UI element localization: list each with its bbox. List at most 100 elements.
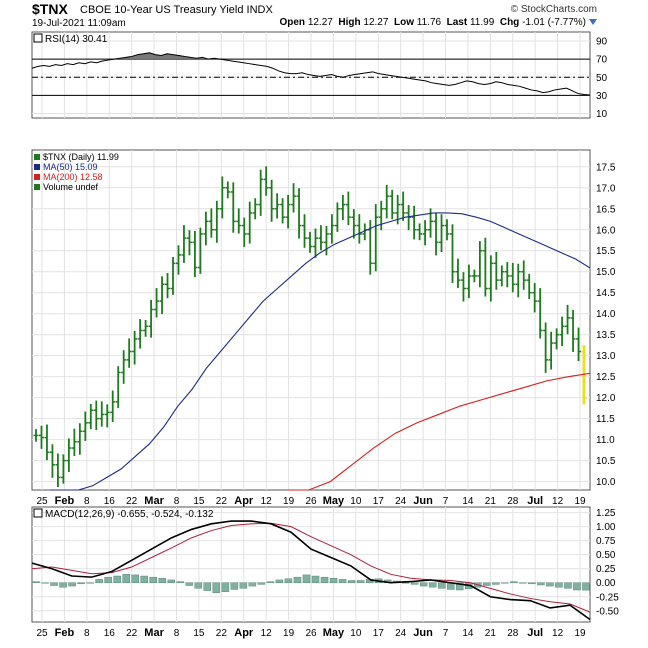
macd-x-label: Feb [55,627,75,639]
macd-histogram-bar [582,582,590,591]
macd-histogram-bar [50,582,58,586]
macd-histogram-bar [555,582,563,588]
macd-x-label: 16 [104,628,116,639]
price-x-label: 24 [395,496,407,507]
macd-histogram-bar [194,582,203,589]
low-label: Low [394,17,414,28]
price-x-label: Mar [144,495,164,507]
price-tick-label: 16.0 [596,225,616,236]
macd-x-label: 28 [507,628,519,639]
price-x-label: 21 [485,496,497,507]
macd-tick-label: 0.25 [596,564,616,575]
macd-histogram-bar [122,574,130,583]
macd-x-label: Jun [413,627,433,639]
price-x-label: 25 [36,496,48,507]
macd-histogram-bar [86,582,94,584]
macd-histogram-bar [537,582,545,586]
macd-tick-label: 0.50 [596,550,616,561]
quote-date: 19-Jul-2021 11:09am [32,18,126,29]
macd-x-label: 12 [552,628,564,639]
price-x-label: 17 [373,496,385,507]
macd-histogram-bar [338,579,347,583]
macd-x-label: 8 [174,628,180,639]
dropdown-arrow-icon[interactable] [589,19,597,26]
price-x-label: 22 [216,496,228,507]
macd-histogram-bar [456,582,464,591]
macd-x-label: 21 [485,628,497,639]
price-tick-label: 13.5 [596,330,616,341]
price-tick-label: 11.0 [596,435,615,446]
price-tick-label: 15.5 [596,246,616,257]
macd-tick-label: 0.75 [596,536,616,547]
macd-histogram-bar [564,582,572,589]
last-value: 11.99 [469,17,495,28]
macd-x-label: Mar [144,627,164,639]
price-x-label: 8 [84,496,90,507]
price-x-label: Feb [55,495,75,507]
macd-histogram-bar [167,579,175,583]
macd-x-label: 15 [193,628,205,639]
price-tick-label: 14.0 [596,309,616,320]
price-x-label: 10 [350,496,362,507]
macd-signal-line [31,522,591,613]
price-x-label: 28 [507,496,519,507]
price-legend-swatch [34,184,40,190]
macd-histogram-bar [32,581,40,583]
macd-histogram-bar [410,582,419,585]
macd-histogram-bar [284,578,293,583]
macd-histogram-bar [419,582,428,587]
macd-histogram-bar [176,581,185,583]
ma200-line [287,372,591,491]
high-label: High [338,17,361,28]
rsi-overbought-fill [32,52,590,60]
macd-histogram-bar [239,582,248,589]
macd-histogram-bar [356,580,365,583]
price-x-label: 16 [104,496,116,507]
macd-histogram-bar [266,581,275,583]
exchange: INDX [246,4,273,16]
macd-histogram-bar [104,576,112,583]
low-value: 11.76 [416,17,442,28]
macd-x-label: 7 [443,628,449,639]
brand-link[interactable]: © StockCharts.com [510,4,597,15]
macd-x-label: Apr [234,627,254,639]
price-x-label: Apr [234,495,254,507]
last-label: Last [446,17,468,28]
macd-x-label: 25 [36,628,48,639]
quote-summary: Open 12.27 High 12.27 Low 11.76 Last 11.… [279,17,597,28]
macd-histogram-bar [311,575,320,583]
macd-histogram-bar [41,582,49,584]
price-x-label: Jul [527,495,543,507]
macd-histogram-bar [320,576,329,583]
price-x-label: 8 [174,496,180,507]
price-x-label: 12 [552,496,564,507]
rsi-tick-label: 90 [596,37,608,48]
price-x-label: 19 [574,496,586,507]
rsi-tick-label: 70 [596,55,608,66]
macd-histogram-bar [257,582,266,585]
macd-x-label: Jul [527,627,543,639]
price-x-label: 12 [261,496,273,507]
open-label: Open [279,17,306,28]
macd-histogram-bar [519,582,527,584]
macd-histogram-bar [293,576,302,583]
macd-histogram-bar [573,582,581,591]
macd-histogram-bar [158,578,166,583]
macd-histogram-bar [302,574,311,583]
price-legend-swatch [34,164,40,170]
macd-histogram-bar [501,582,509,584]
macd-x-label: 19 [574,628,586,639]
price-x-label: 19 [283,496,295,507]
macd-histogram-bar [185,582,194,586]
chg-value: -1.01 (-7.77%) [522,17,586,28]
open-value: 12.27 [307,17,333,28]
chart-header: $TNX CBOE 10-Year US Treasury Yield INDX… [32,1,597,33]
macd-tick-label: 1.25 [596,508,616,519]
macd-histogram-bar [77,582,85,585]
macd-x-label: 12 [261,628,273,639]
price-tick-label: 11.5 [596,414,615,425]
price-tick-label: 12.5 [596,372,616,383]
macd-x-label: 19 [283,628,295,639]
rsi-tick-label: 30 [596,91,608,102]
